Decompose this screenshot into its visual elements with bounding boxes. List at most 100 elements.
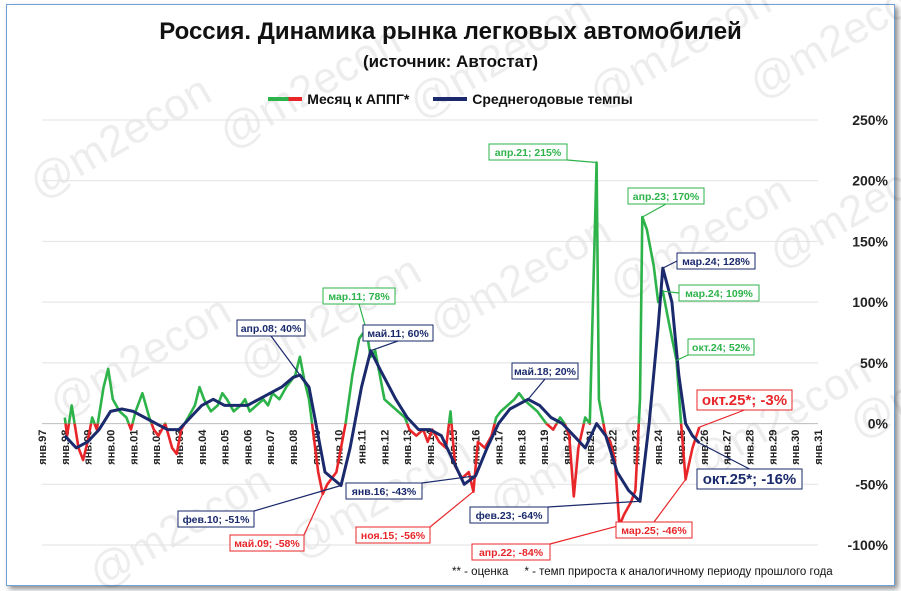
annotation-leader [699, 442, 750, 470]
annotation-label: май.18; 20% [514, 366, 577, 378]
x-tick-label: янв.24 [653, 429, 665, 465]
annotation-label: янв.16; -43% [352, 486, 417, 498]
y-tick-label: -100% [848, 537, 889, 553]
x-tick-label: янв.28 [745, 430, 757, 465]
annotation-box [696, 389, 793, 411]
x-tick-label: янв.26 [699, 430, 711, 465]
x-tick-label: янв.19 [539, 430, 551, 465]
annotation-leader [641, 203, 667, 218]
legend-swatch-average [433, 97, 468, 101]
x-tick-label: янв.13 [402, 430, 414, 465]
annotation-label: май.09; -58% [234, 538, 300, 550]
x-tick-label: янв.12 [379, 430, 391, 465]
chart-subtitle: (источник: Автостат) [362, 52, 539, 71]
annotation-box [687, 338, 755, 356]
annotation-box [471, 543, 551, 561]
legend-swatch-monthly [268, 97, 303, 101]
x-tick-label: янв.05 [220, 430, 232, 465]
footnote: ** - оценка * - темп прироста к аналогич… [452, 566, 833, 578]
annotation-label: апр.08; 40% [241, 323, 302, 335]
annotation-leader [549, 524, 620, 545]
annotation-label: апр.23; 170% [633, 191, 700, 203]
y-tick-label: 150% [852, 233, 888, 249]
monthly-line-negative [64, 423, 701, 527]
footnote-growth: * - темп прироста к аналогичному периоду… [524, 566, 833, 578]
x-tick-label: янв.00 [105, 430, 117, 465]
annotation-box [511, 362, 579, 380]
y-tick-label: -50% [855, 476, 888, 492]
legend-label-average: Среднегодовые темпы [472, 91, 633, 107]
annotation-label: ноя.15; -56% [361, 530, 426, 542]
annotation-label: окт.25*; -3% [702, 392, 787, 409]
annotation-box [236, 319, 306, 337]
y-tick-label: 50% [860, 355, 889, 371]
annotation-box [469, 506, 549, 524]
annotation-box [362, 324, 434, 342]
annotation-box [345, 482, 423, 500]
annotation-box [627, 187, 705, 205]
annotation-label: мар.11; 78% [328, 291, 390, 303]
annotation-box [355, 526, 431, 544]
average-line [63, 266, 701, 503]
annotation-box [676, 252, 756, 270]
y-tick-label: 100% [852, 294, 888, 310]
y-tick-label: 0% [868, 416, 889, 432]
annotation-leader [699, 409, 745, 428]
annotation-label: окт.25*; -16% [703, 471, 797, 488]
watermark-text: @m2econ [231, 246, 430, 389]
legend-label-monthly: Месяц к АППГ* [307, 91, 410, 107]
annotation-label: апр.21; 215% [495, 147, 562, 159]
annotation-label: окт.24; 52% [692, 342, 751, 354]
annotation-label: мар.24; 109% [685, 288, 753, 300]
annotations: апр.08; 40% мар.11; 78% май.11; 60% май.18;… [177, 143, 803, 561]
series-average-line [63, 266, 701, 503]
annotation-leader [421, 475, 476, 484]
x-tick-label: янв.06 [242, 430, 254, 465]
annotation-box [322, 287, 396, 305]
annotation-leader [270, 335, 301, 376]
x-tick-label: янв.08 [288, 430, 300, 465]
annotation-leader [527, 378, 546, 400]
annotation-label: фев.10; -51% [183, 514, 251, 526]
legend-item-average: Среднегодовые темпы [433, 91, 633, 107]
annotation-leader [370, 340, 399, 352]
chart-title: Россия. Динамика рынка легковых автомоби… [159, 18, 742, 45]
x-tick-label: янв.01 [128, 430, 140, 465]
x-tick-label: янв.02 [151, 430, 163, 465]
x-tick-label: янв.07 [265, 430, 277, 465]
annotation-leader [547, 500, 641, 508]
annotation-box [177, 510, 255, 528]
x-axis-ticks: янв.97 янв.98 янв.99 янв.00 янв.01 янв.02 янв.… [37, 429, 825, 465]
x-tick-label: янв.29 [767, 430, 779, 465]
x-tick-label: янв.04 [197, 429, 209, 465]
x-tick-label: янв.03 [174, 430, 186, 465]
annotation-leader [253, 484, 342, 512]
legend: Месяц к АППГ* Среднегодовые темпы [0, 88, 901, 107]
x-tick-label: янв.17 [493, 430, 505, 465]
annotation-box [696, 468, 803, 490]
annotation-leader [653, 479, 687, 523]
y-tick-label: 250% [852, 112, 888, 128]
annotation-box [678, 284, 760, 302]
legend-item-monthly: Месяц к АППГ* [268, 91, 409, 107]
annotation-label: мар.25; -46% [621, 525, 687, 537]
annotation-label: апр.22; -84% [479, 547, 544, 559]
grid-lines [42, 119, 818, 546]
x-tick-label: янв.31 [813, 430, 825, 465]
annotation-label: май.11; 60% [367, 328, 429, 340]
annotation-box [615, 521, 693, 539]
annotation-box [229, 534, 305, 552]
x-tick-label: янв.11 [357, 430, 369, 465]
watermark-text: @m2econ [421, 206, 620, 349]
x-tick-label: янв.30 [790, 430, 802, 465]
annotation-leader [662, 290, 680, 294]
annotation-leader [429, 491, 474, 528]
annotation-leader [566, 159, 597, 164]
x-tick-label: янв.18 [516, 430, 528, 465]
x-tick-label: янв.97 [37, 430, 49, 465]
annotation-leader [303, 493, 324, 536]
annotation-label: фев.23; -64% [476, 510, 544, 522]
y-tick-label: 200% [852, 173, 888, 189]
y-axis-ticks: -100% -50% 0% 50% 100% 150% 200% 250% [848, 112, 889, 553]
